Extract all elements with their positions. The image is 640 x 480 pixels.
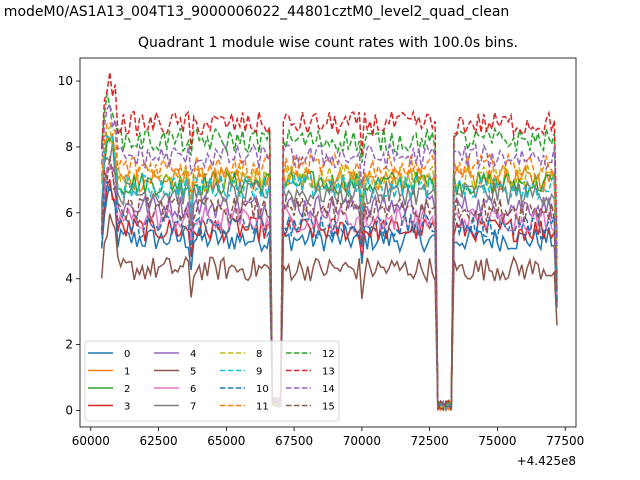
ticks-layer: 60000 62500 65000 67500 70000 72500 75000 77500…: [58, 74, 585, 448]
series-line-13: [100, 71, 558, 411]
series-layer: [100, 71, 558, 413]
series-line-15: [100, 156, 558, 411]
figure-suptitle-text: n file: modeM0/AS1A13_004T13_9000006022_…: [0, 4, 510, 20]
x-tick-label: 70000: [343, 434, 381, 448]
series-line-11: [100, 122, 558, 412]
x-tick-label: 72500: [411, 434, 449, 448]
legend-label-14: 14: [322, 384, 335, 395]
legend-label-13: 13: [322, 367, 335, 378]
series-line-12: [100, 93, 558, 411]
x-tick-label: 67500: [275, 434, 313, 448]
chart-title: Quadrant 1 module wise count rates with …: [138, 35, 518, 51]
series-line-5: [100, 213, 558, 412]
legend-label-10: 10: [256, 384, 269, 395]
legend-label-3: 3: [124, 402, 130, 413]
y-tick-label: 4: [65, 272, 73, 286]
legend-label-0: 0: [124, 349, 130, 360]
legend-label-2: 2: [124, 384, 130, 395]
legend-label-11: 11: [256, 402, 269, 413]
y-tick-label: 10: [58, 74, 73, 88]
legend-label-8: 8: [256, 349, 262, 360]
x-tick-label: 65000: [207, 434, 245, 448]
series-line-8: [100, 125, 558, 413]
x-tick-label: 62500: [140, 434, 178, 448]
legend-label-6: 6: [190, 384, 196, 395]
legend-label-15: 15: [322, 402, 335, 413]
y-tick-label: 8: [65, 140, 73, 154]
y-tick-label: 2: [65, 338, 73, 352]
legend-label-7: 7: [190, 402, 196, 413]
series-line-14: [100, 101, 558, 411]
x-tick-label: 77500: [546, 434, 584, 448]
legend-box: [84, 340, 340, 422]
x-tick-label: 75000: [478, 434, 516, 448]
x-offset-label: +4.425e8: [517, 454, 576, 468]
series-line-0: [100, 183, 558, 411]
y-tick-label: 0: [65, 404, 73, 418]
figure-suptitle: n file: modeM0/AS1A13_004T13_9000006022_…: [0, 4, 640, 24]
series-line-10: [100, 180, 558, 410]
series-line-9: [100, 134, 558, 413]
legend-label-12: 12: [322, 349, 335, 360]
legend-label-5: 5: [190, 367, 196, 378]
legend-label-4: 4: [190, 349, 196, 360]
axes-frame: [79, 57, 577, 428]
x-tick-label: 60000: [72, 434, 110, 448]
legend-label-9: 9: [256, 367, 262, 378]
legend-label-1: 1: [124, 367, 130, 378]
y-tick-label: 6: [65, 206, 73, 220]
